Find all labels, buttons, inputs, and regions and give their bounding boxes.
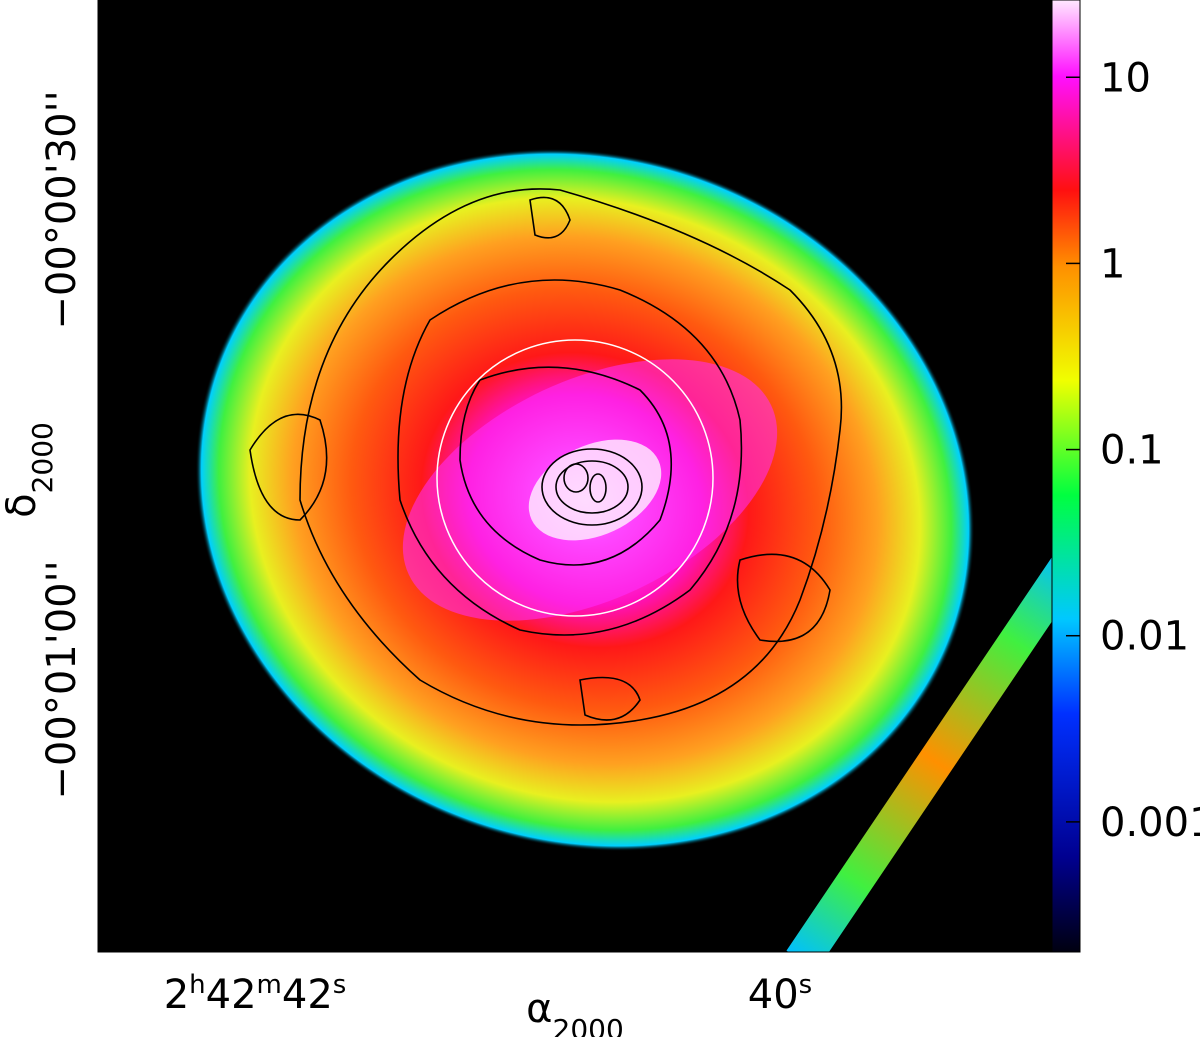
colorbar	[1051, 0, 1081, 953]
x-axis-label-symbol: α	[526, 986, 552, 1032]
nebula-image	[195, 148, 1052, 952]
x-tick-label: 40s	[748, 970, 812, 1018]
colorbar-tick-label: 1	[1100, 241, 1125, 287]
y-axis-label-subscript: 2000	[26, 422, 59, 493]
x-tick-label: 2h42m42s	[164, 970, 347, 1018]
y-axis-label-symbol: δ	[0, 493, 45, 517]
colorbar-tick-label: 0.1	[1100, 428, 1164, 474]
contours	[249, 188, 843, 726]
colorbar-tick-label: 0.001	[1100, 800, 1200, 846]
colorbar-tick-label: 10	[1100, 55, 1151, 101]
x-axis-label: α2000	[526, 986, 624, 1037]
x-axis-label-subscript: 2000	[553, 1013, 624, 1037]
y-axis-label: δ2000	[0, 422, 59, 518]
colorbar-tick-label: 0.01	[1100, 614, 1189, 660]
y-tick-label: −00°01'00''	[39, 560, 85, 799]
y-tick-label: −00°00'30''	[39, 90, 85, 329]
